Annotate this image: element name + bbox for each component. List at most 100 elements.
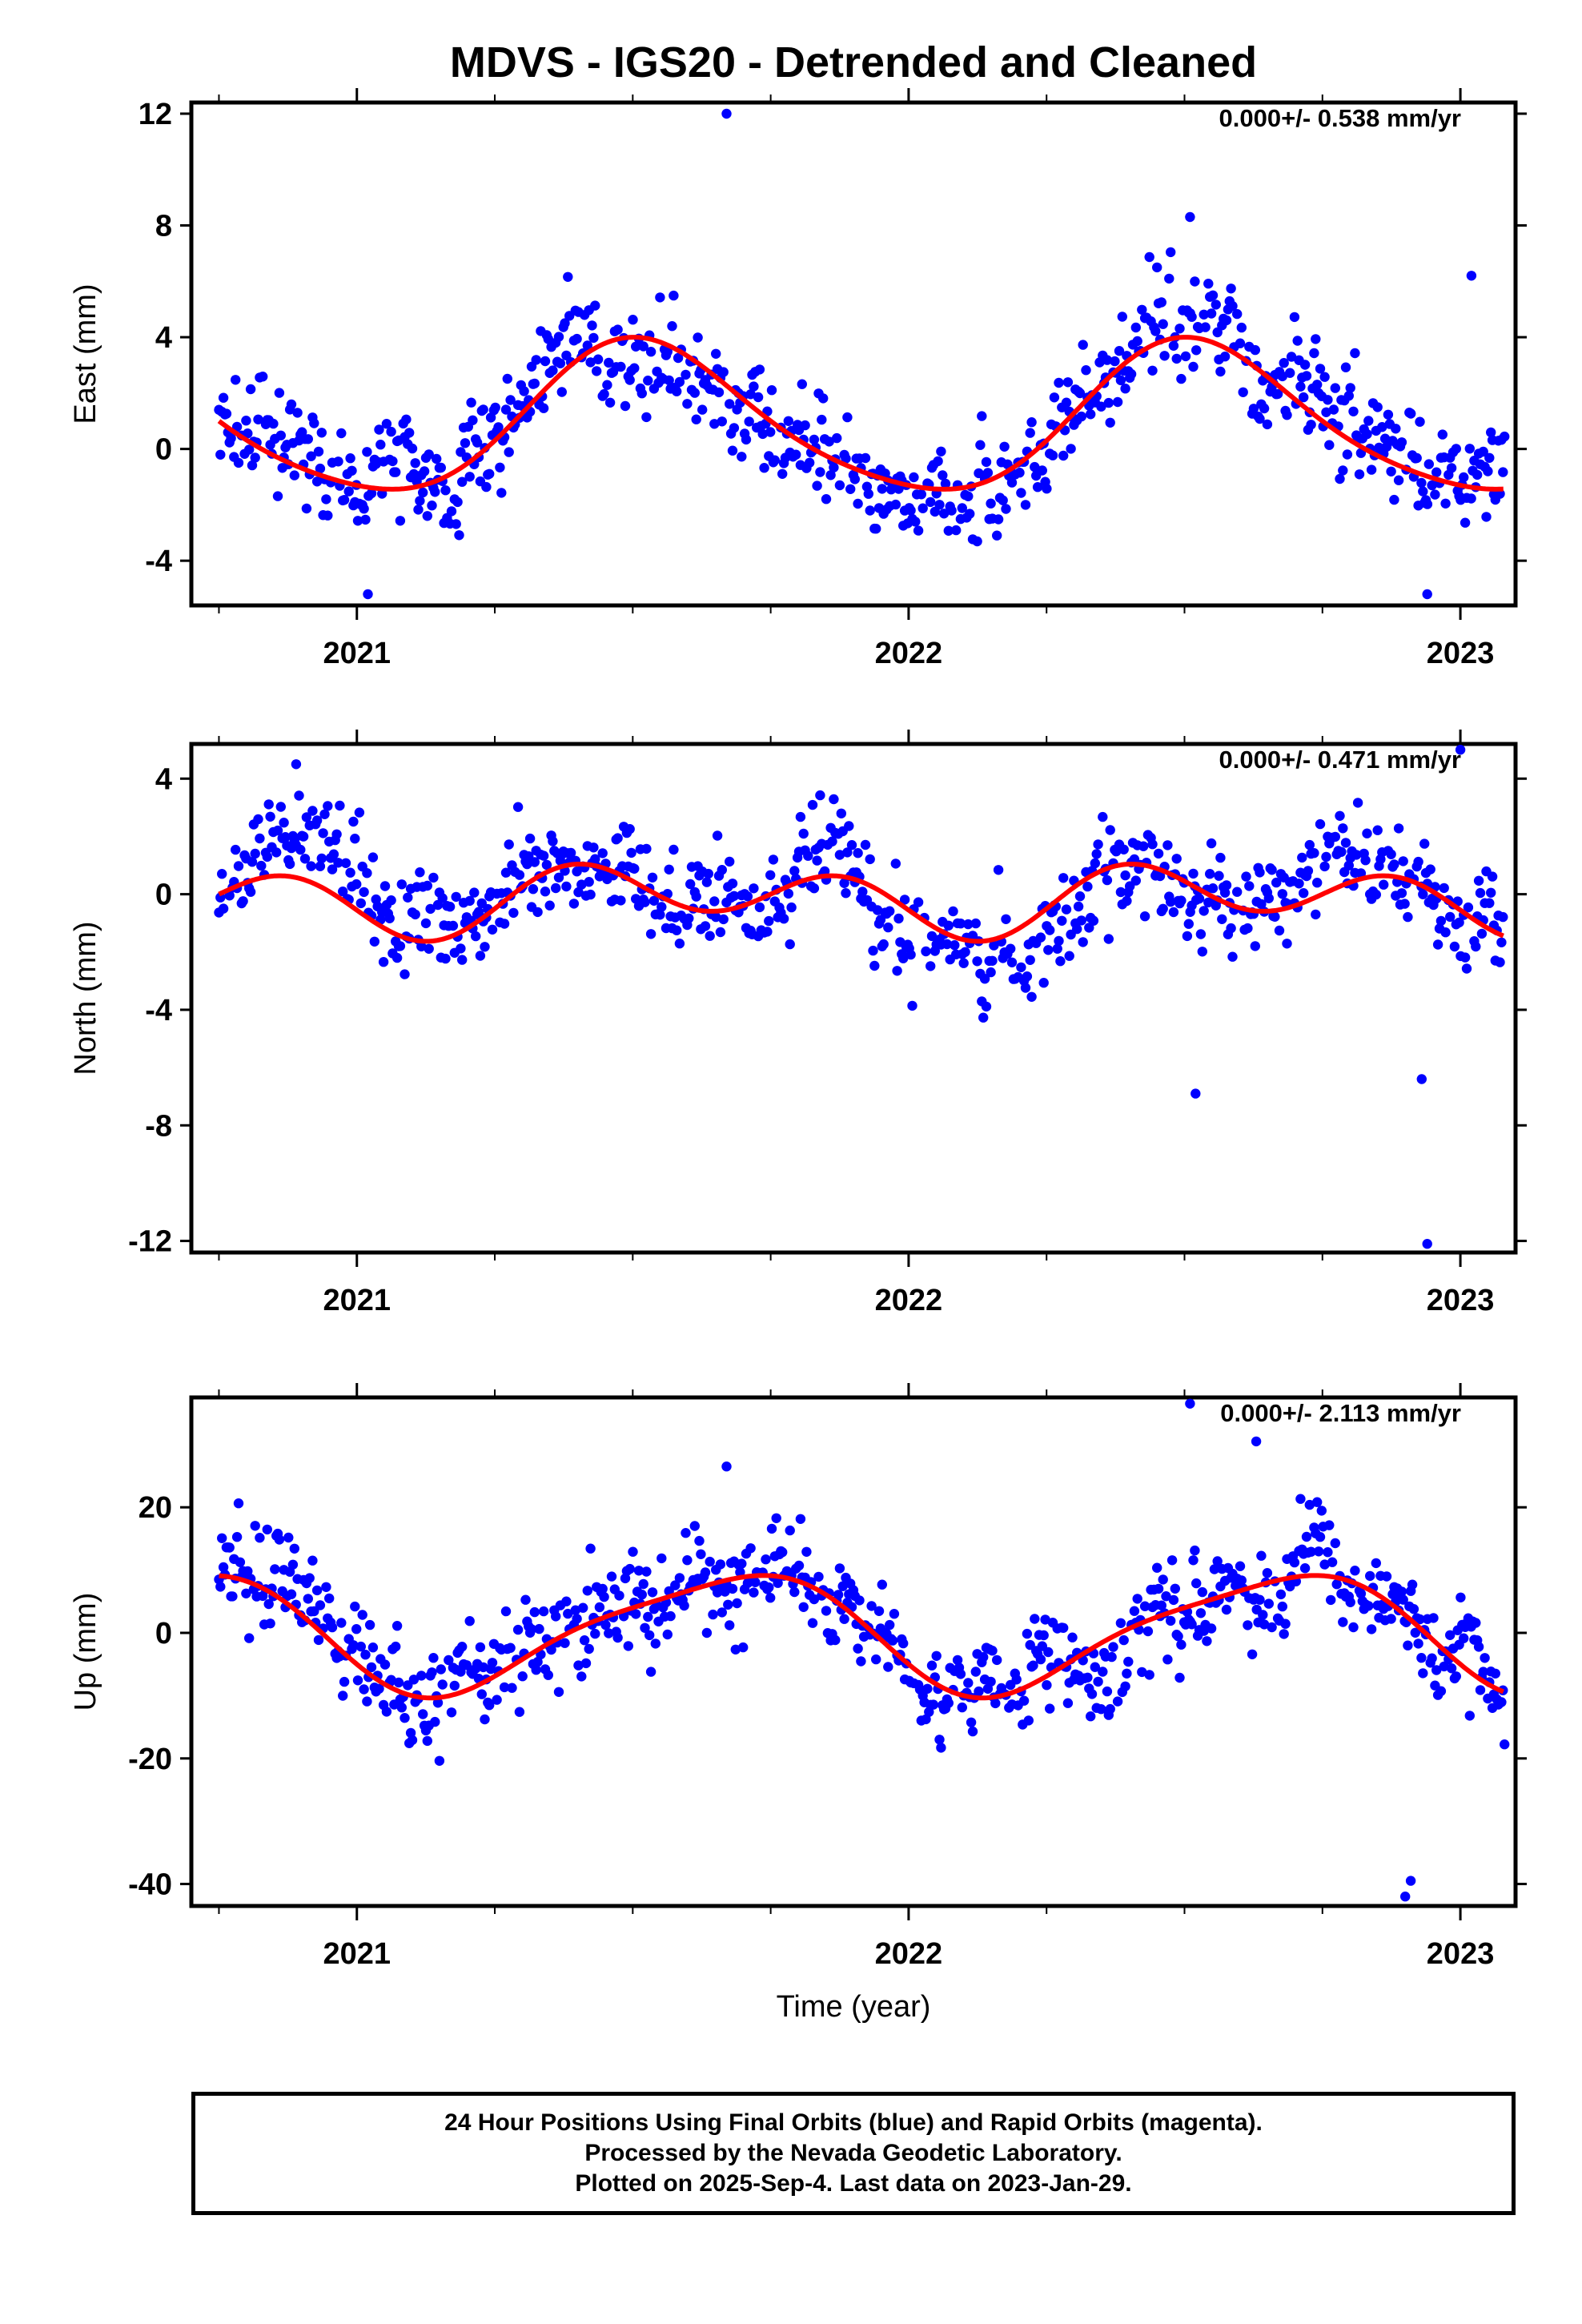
- data-point: [468, 415, 478, 425]
- data-point: [943, 920, 954, 931]
- data-point: [620, 400, 631, 412]
- data-point: [464, 895, 475, 907]
- data-point: [272, 491, 283, 501]
- data-point: [1383, 409, 1394, 420]
- data-point: [473, 907, 484, 917]
- data-point: [309, 418, 319, 428]
- data-point: [1464, 444, 1476, 454]
- data-point: [321, 494, 331, 505]
- data-point: [1335, 810, 1345, 821]
- data-point: [800, 420, 810, 431]
- data-point: [1272, 388, 1283, 400]
- data-point: [873, 1606, 885, 1617]
- data-point: [970, 918, 982, 929]
- data-point: [1038, 1630, 1049, 1641]
- data-point: [1418, 486, 1428, 497]
- data-point: [1255, 1594, 1265, 1605]
- data-point: [1336, 846, 1347, 858]
- data-point: [1219, 352, 1231, 362]
- data-point: [275, 802, 286, 812]
- data-point: [778, 914, 789, 924]
- data-point: [1126, 368, 1137, 380]
- data-point: [410, 458, 420, 468]
- data-point: [1142, 1626, 1154, 1637]
- data-point: [717, 865, 727, 875]
- data-point: [1289, 312, 1300, 323]
- data-point: [1108, 1642, 1118, 1652]
- data-point: [456, 1667, 466, 1677]
- data-point: [645, 929, 656, 939]
- data-point: [568, 899, 580, 909]
- data-point: [396, 879, 407, 890]
- data-point: [451, 891, 461, 903]
- data-point: [280, 832, 291, 842]
- data-point: [916, 489, 927, 500]
- data-point: [1323, 1547, 1333, 1558]
- data-point: [543, 334, 553, 344]
- data-point: [563, 1608, 573, 1619]
- data-point: [1078, 340, 1088, 350]
- data-point: [352, 1675, 363, 1686]
- data-point: [1263, 893, 1275, 904]
- data-point: [307, 1555, 318, 1566]
- data-point: [986, 1676, 996, 1687]
- data-point: [898, 953, 909, 963]
- data-point: [538, 850, 549, 861]
- data-point: [522, 858, 532, 870]
- data-point: [986, 498, 996, 509]
- data-point: [338, 887, 348, 897]
- data-point: [1190, 1545, 1200, 1556]
- x-tick-label: 2021: [323, 1284, 391, 1317]
- data-point: [231, 1532, 243, 1542]
- data-point: [693, 332, 703, 343]
- data-point: [231, 421, 243, 432]
- data-point: [333, 456, 343, 467]
- data-point: [1315, 1532, 1326, 1542]
- data-point: [725, 1620, 735, 1630]
- data-point: [655, 292, 665, 303]
- data-point: [553, 1687, 564, 1697]
- data-point: [1020, 983, 1031, 993]
- data-point: [1158, 903, 1168, 915]
- data-point: [1195, 1608, 1207, 1618]
- data-point: [1158, 319, 1168, 329]
- data-point: [905, 949, 916, 960]
- data-point: [893, 484, 904, 494]
- data-point: [785, 1525, 795, 1536]
- data-point: [773, 1578, 783, 1588]
- data-point: [606, 1571, 617, 1582]
- data-point: [909, 472, 919, 483]
- data-point: [1445, 911, 1456, 923]
- data-point: [742, 891, 753, 902]
- data-point: [427, 501, 437, 511]
- rate-annotation: 0.000+/- 0.471 mm/yr: [1219, 746, 1461, 774]
- data-point: [1403, 911, 1413, 923]
- data-point: [1118, 1634, 1129, 1646]
- outlier-point: [1185, 1398, 1195, 1409]
- y-tick-label: -8: [145, 1109, 172, 1143]
- data-point: [255, 833, 265, 844]
- data-point: [689, 388, 700, 398]
- data-point: [1093, 839, 1103, 850]
- data-point: [347, 465, 357, 476]
- data-point: [1398, 856, 1408, 866]
- data-point: [1061, 397, 1072, 408]
- x-axis-label: Time (year): [777, 1990, 931, 2024]
- data-point: [854, 1595, 865, 1606]
- data-point: [1032, 482, 1043, 493]
- data-point: [860, 839, 871, 850]
- data-point: [1316, 1506, 1327, 1516]
- data-point: [1335, 473, 1345, 485]
- data-point: [745, 389, 756, 400]
- data-point: [890, 499, 901, 510]
- data-point: [1478, 446, 1488, 457]
- data-point: [336, 428, 347, 439]
- data-point: [620, 1573, 631, 1584]
- data-point: [444, 902, 456, 912]
- outlier-point: [1466, 271, 1477, 281]
- data-point: [681, 1528, 691, 1538]
- data-point: [705, 931, 715, 941]
- data-point: [1366, 1624, 1377, 1634]
- data-point: [1049, 392, 1060, 403]
- data-point: [1173, 1631, 1183, 1642]
